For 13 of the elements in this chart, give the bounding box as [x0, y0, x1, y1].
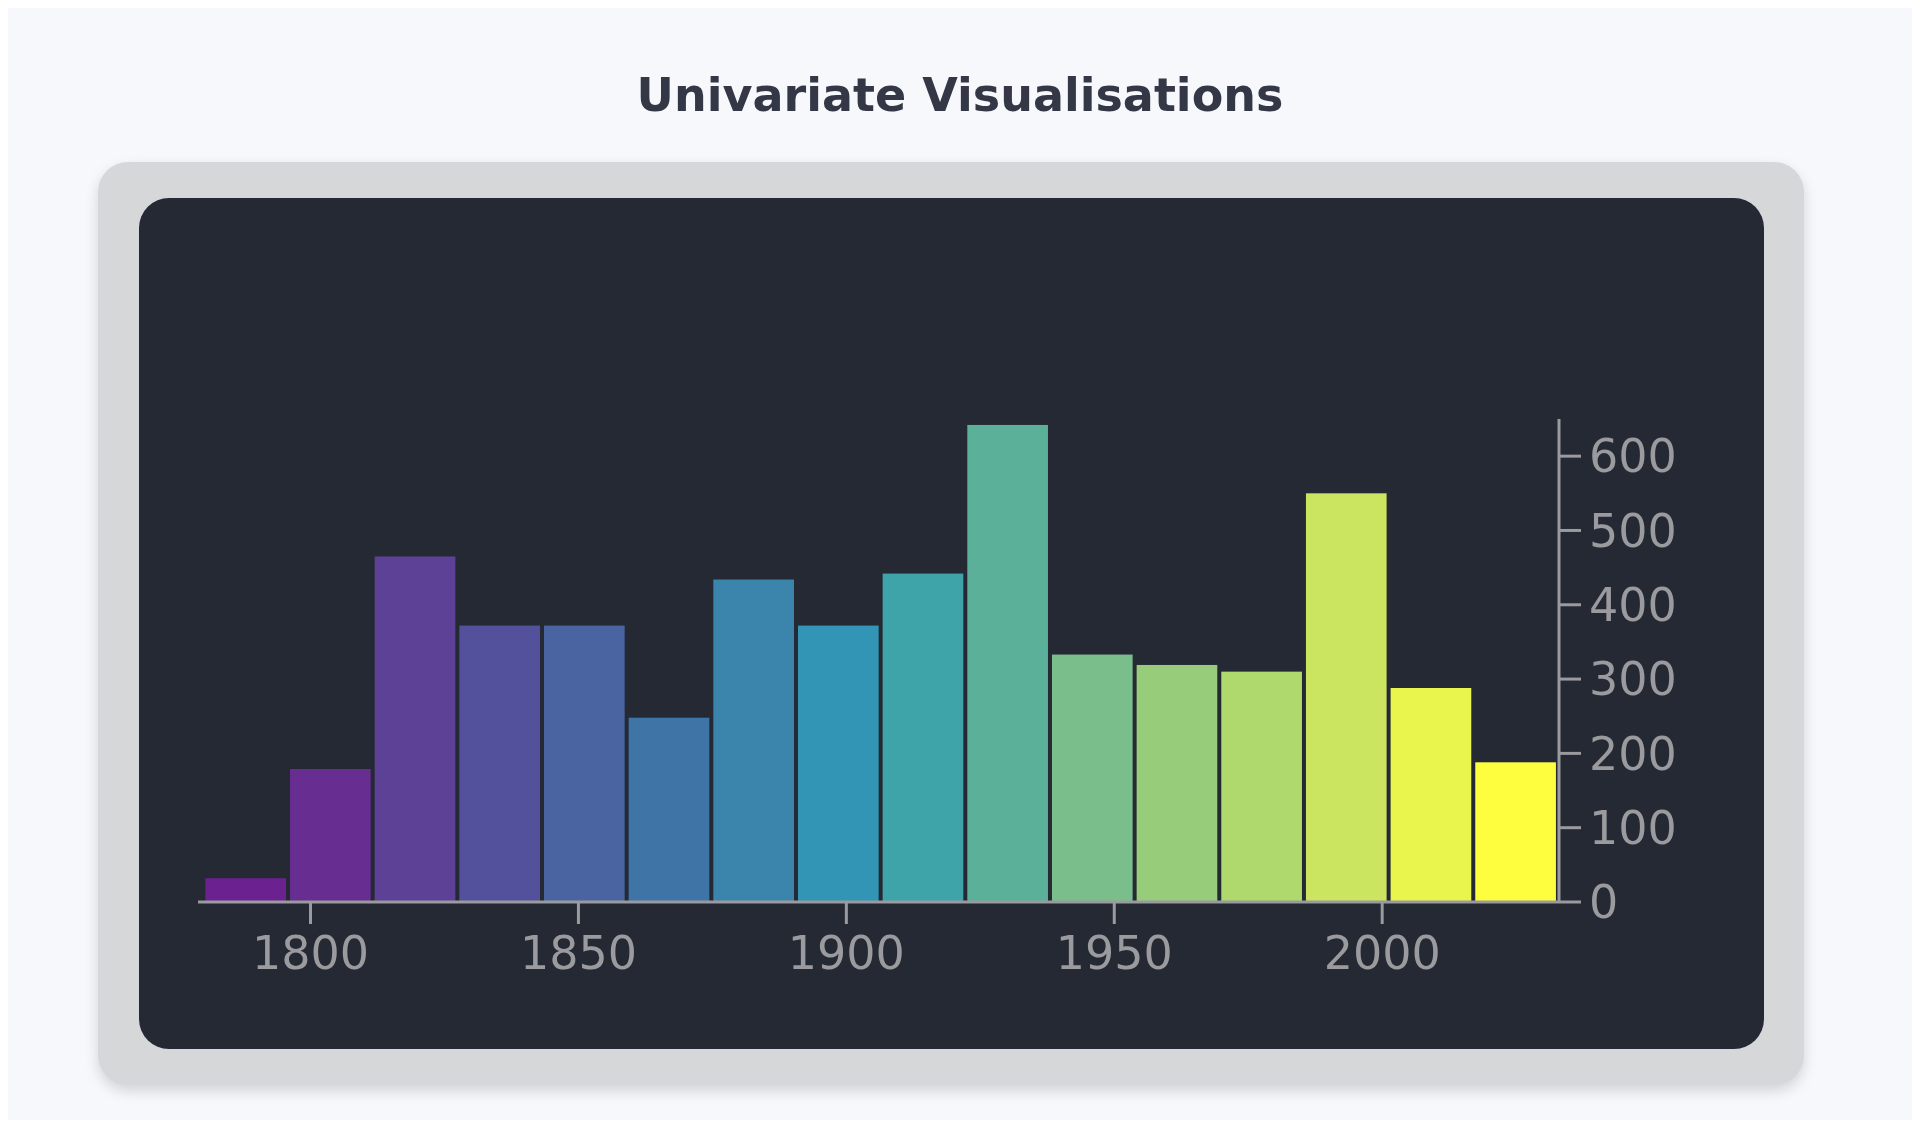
- y-tick-label: 0: [1589, 875, 1619, 930]
- y-tick-label: 400: [1589, 578, 1677, 633]
- x-tick-label: 1850: [519, 925, 637, 980]
- y-tick-label: 600: [1589, 429, 1677, 484]
- y-tick-label: 100: [1589, 801, 1677, 856]
- chart-title: Univariate Visualisations: [635, 68, 1285, 122]
- y-tick-label: 500: [1589, 503, 1677, 558]
- y-tick-label: 300: [1589, 652, 1677, 707]
- x-tick-label: 1800: [251, 925, 370, 980]
- x-tick-label: 2000: [1323, 925, 1441, 980]
- x-tick-label: 1900: [787, 925, 905, 980]
- x-tick-label: 1950: [1055, 925, 1173, 980]
- y-tick-label: 200: [1589, 726, 1677, 781]
